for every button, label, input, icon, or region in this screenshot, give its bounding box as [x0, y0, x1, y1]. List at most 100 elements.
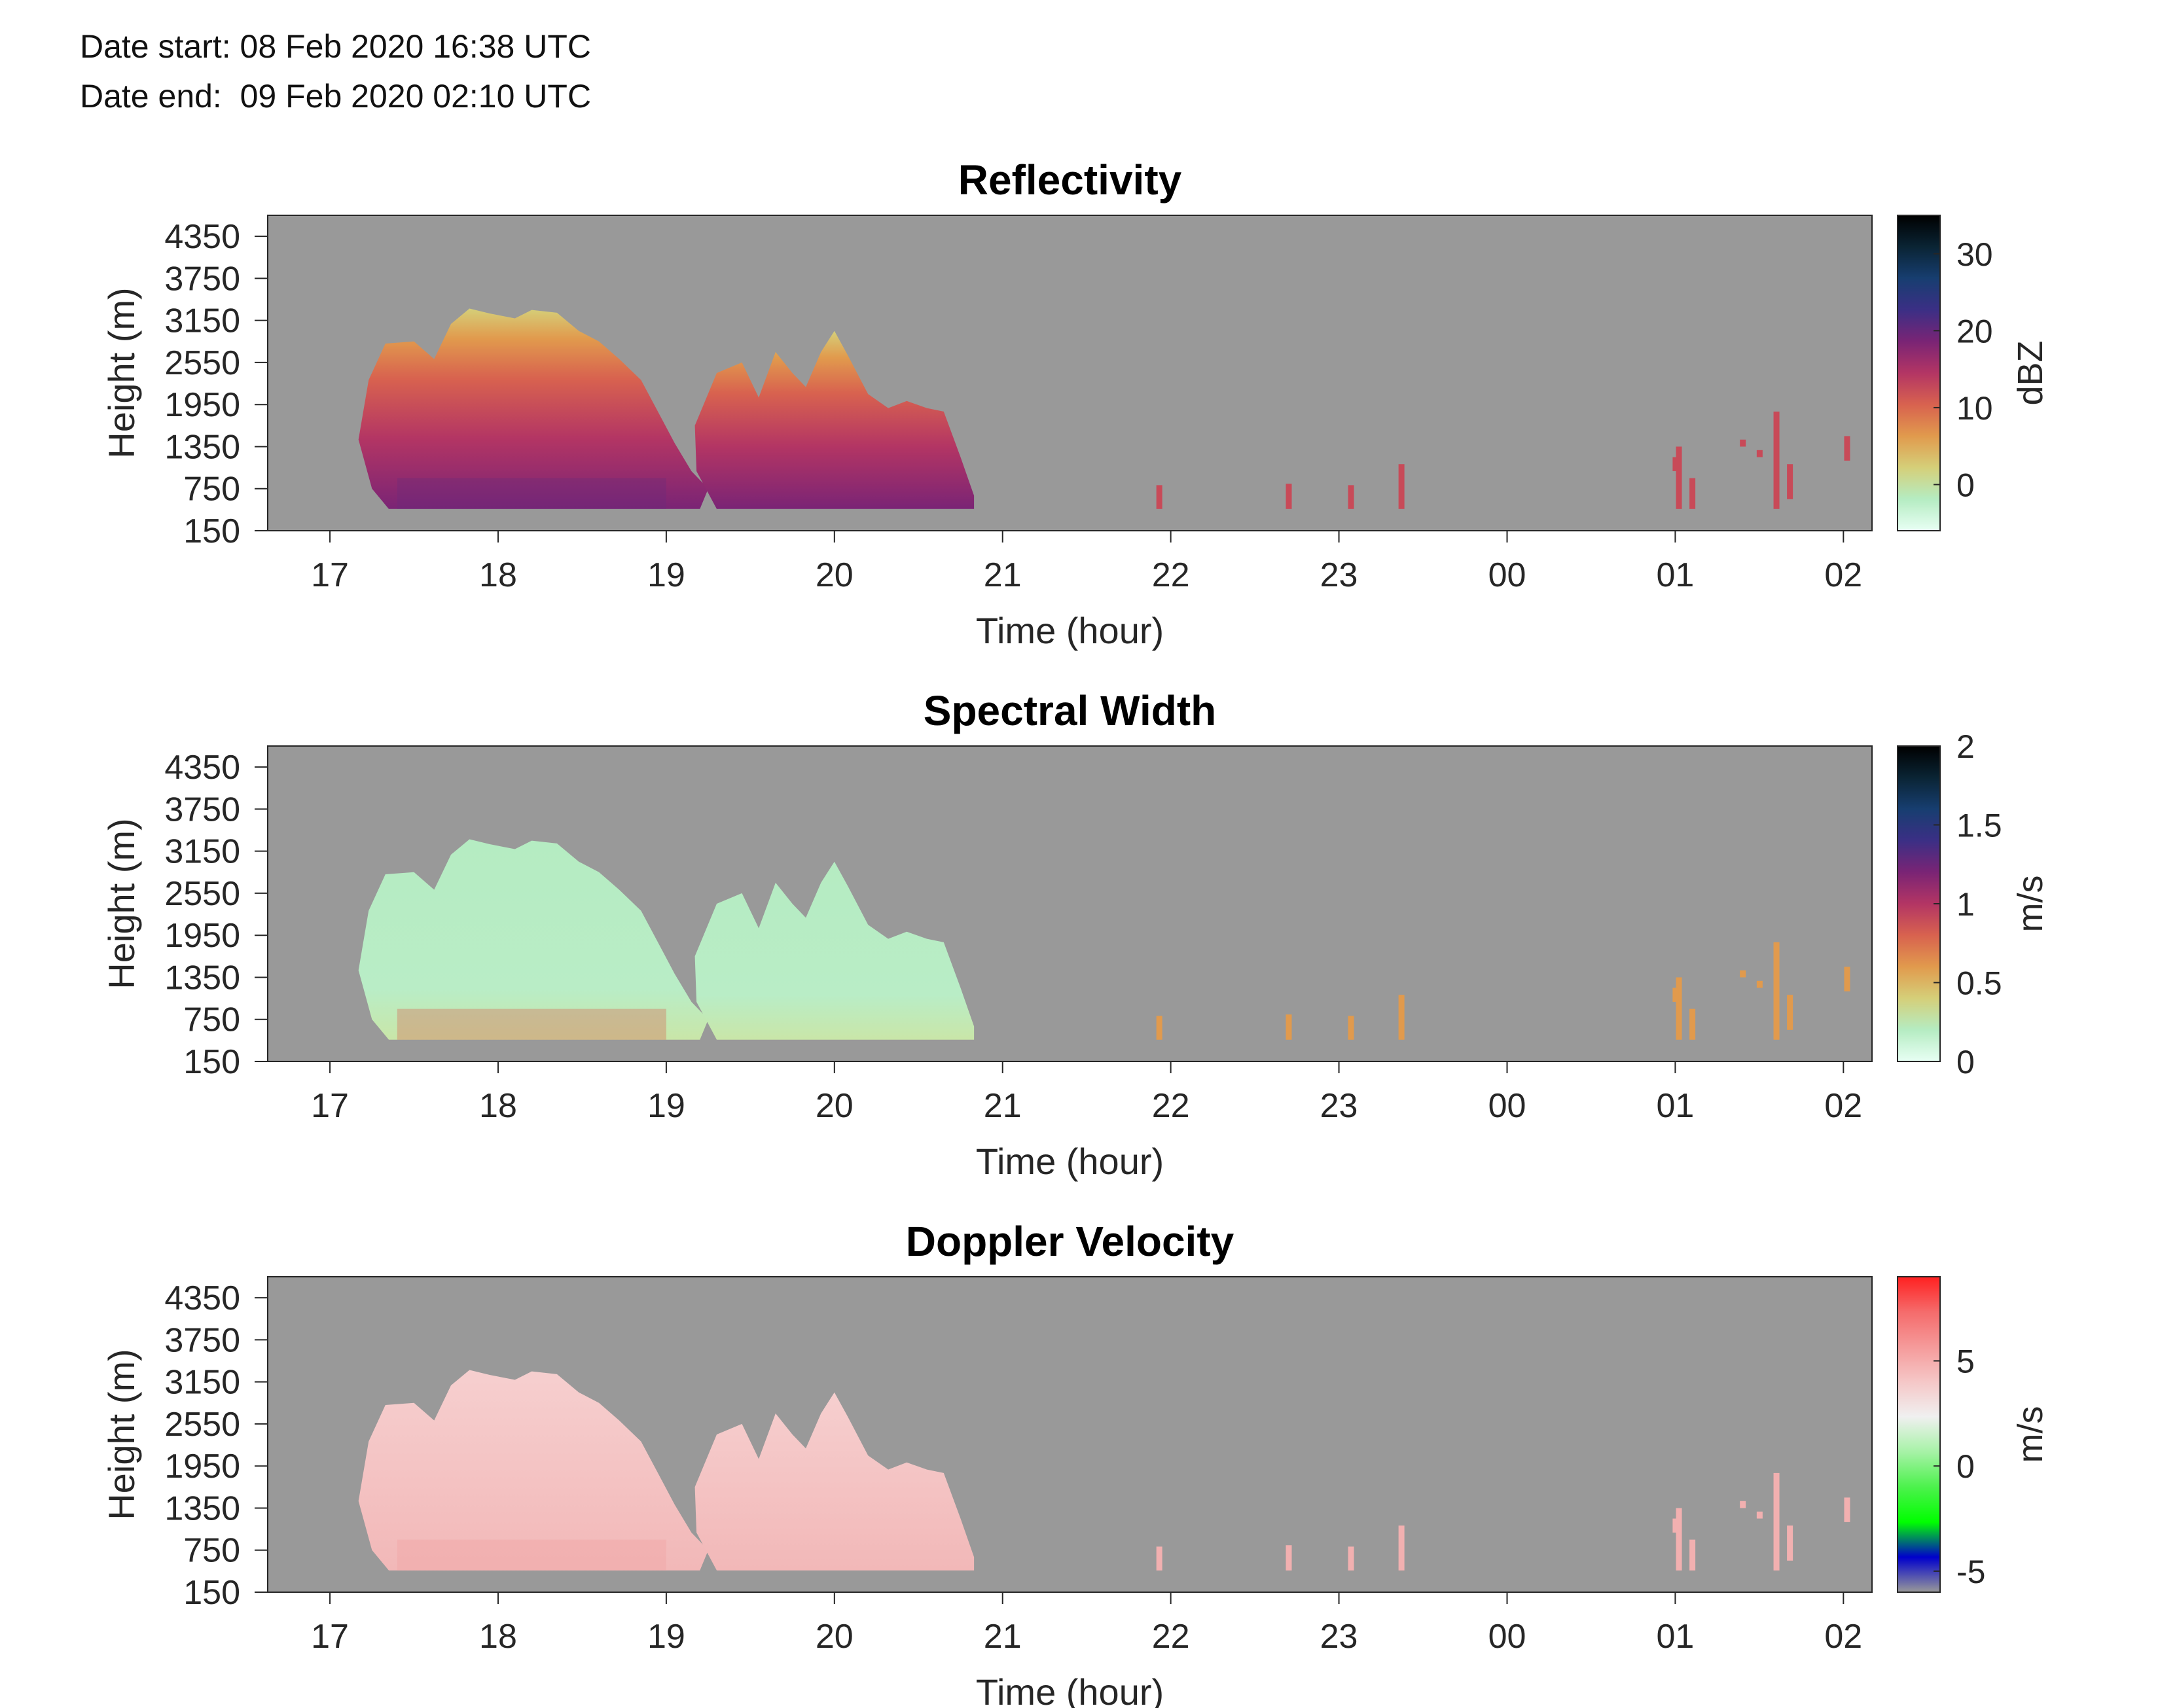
- reflectivity-y-axis-label: Height (m): [101, 287, 142, 458]
- y-tick-label: 4350: [164, 1279, 240, 1317]
- doppler-velocity-echo-region-2: [694, 1392, 975, 1571]
- spectral-width-echo-region-1: [358, 839, 709, 1040]
- colorbar-tick-label: 20: [1956, 313, 1993, 349]
- doppler-velocity-echo-cell: [1689, 1539, 1696, 1571]
- x-tick-label: 00: [1488, 556, 1526, 594]
- colorbar-tick-label: 0: [1956, 1448, 1975, 1485]
- y-tick-label: 750: [183, 471, 240, 508]
- y-tick-label: 150: [183, 1574, 240, 1612]
- doppler-velocity-colorbar: [1897, 1276, 1941, 1593]
- doppler-velocity-echo-cell: [1773, 1472, 1780, 1571]
- date-start-label: Date start: 08 Feb 2020 16:38 UTC: [80, 28, 591, 65]
- spectral-width-colorbar-label: m/s: [2011, 876, 2050, 933]
- spectral-width-title: Spectral Width: [924, 687, 1216, 734]
- x-tick-label: 20: [816, 1087, 854, 1125]
- doppler-velocity-title: Doppler Velocity: [906, 1218, 1234, 1265]
- x-tick-label: 01: [1656, 1087, 1694, 1125]
- y-tick-label: 3150: [164, 302, 240, 340]
- spectral-width-echo-cell: [1156, 1016, 1162, 1040]
- spectral-width-x-axis-label: Time (hour): [976, 1141, 1164, 1182]
- y-tick-label: 3750: [164, 260, 240, 298]
- reflectivity-colorbar: [1897, 215, 1941, 531]
- spectral-width-echo-cell: [1398, 995, 1405, 1040]
- colorbar-tick-label: 0: [1956, 467, 1975, 503]
- reflectivity-echo-cell: [1672, 457, 1679, 471]
- colorbar-tick-label: 10: [1956, 390, 1993, 427]
- reflectivity-echo-cell: [1740, 439, 1746, 447]
- spectral-width-echo-cell: [1844, 967, 1850, 991]
- y-tick-label: 2550: [164, 344, 240, 382]
- spectral-width-echo-cell: [1787, 995, 1793, 1030]
- y-tick-label: 1950: [164, 1448, 240, 1486]
- x-tick-label: 18: [479, 1087, 517, 1125]
- reflectivity-title: Reflectivity: [958, 156, 1182, 204]
- reflectivity-echo-cell: [1844, 436, 1850, 461]
- spectral-width-echo-cell: [1676, 977, 1682, 1040]
- doppler-velocity-echo-cell: [1676, 1508, 1682, 1571]
- y-tick-label: 3750: [164, 1321, 240, 1359]
- doppler-velocity-echo-cell: [1756, 1511, 1763, 1519]
- y-tick-label: 4350: [164, 218, 240, 256]
- doppler-velocity-panel: Doppler Velocity 17 18 19 20 21 22 23 00 01 02 Time…: [101, 1218, 2050, 1708]
- reflectivity-colorbar-label: dBZ: [2011, 340, 2050, 405]
- colorbar-tick-label: -5: [1956, 1554, 1985, 1590]
- x-tick-label: 20: [816, 556, 854, 594]
- x-tick-label: 23: [1320, 1087, 1358, 1125]
- y-tick-label: 3150: [164, 833, 240, 871]
- y-tick-label: 150: [183, 512, 240, 550]
- x-tick-label: 02: [1824, 556, 1862, 594]
- x-tick-label: 21: [984, 1618, 1022, 1656]
- x-tick-label: 02: [1824, 1087, 1862, 1125]
- spectral-width-echo-cell: [1286, 1014, 1292, 1040]
- x-tick-label: 17: [311, 1087, 349, 1125]
- y-tick-label: 1950: [164, 386, 240, 424]
- doppler-velocity-low-band: [397, 1539, 666, 1571]
- x-tick-label: 22: [1152, 1087, 1190, 1125]
- colorbar-tick-label: 2: [1956, 728, 1975, 765]
- colorbar-tick-label: 0: [1956, 1044, 1975, 1080]
- y-tick-label: 2550: [164, 875, 240, 913]
- reflectivity-echo-cell: [1773, 411, 1780, 509]
- spectral-width-y-axis-label: Height (m): [101, 818, 142, 989]
- y-tick-label: 750: [183, 1532, 240, 1570]
- reflectivity-echo-cell: [1286, 484, 1292, 509]
- reflectivity-echo-cell: [1689, 478, 1696, 509]
- reflectivity-echo-region-2: [694, 330, 975, 509]
- y-tick-label: 2550: [164, 1406, 240, 1444]
- date-end-label: Date end: 09 Feb 2020 02:10 UTC: [80, 78, 592, 115]
- doppler-velocity-echo-cell: [1348, 1546, 1354, 1571]
- doppler-velocity-echo-cell: [1844, 1497, 1850, 1522]
- colorbar-tick-label: 0.5: [1956, 965, 2002, 1002]
- x-tick-label: 23: [1320, 556, 1358, 594]
- colorbar-tick-label: 1: [1956, 886, 1975, 923]
- doppler-velocity-x-axis-label: Time (hour): [976, 1671, 1164, 1708]
- x-tick-label: 00: [1488, 1087, 1526, 1125]
- y-tick-label: 4350: [164, 749, 240, 787]
- x-tick-label: 19: [647, 1618, 685, 1656]
- x-tick-label: 17: [311, 1618, 349, 1656]
- doppler-velocity-echo-region-1: [358, 1370, 709, 1571]
- x-tick-label: 22: [1152, 556, 1190, 594]
- spectral-width-echo-cell: [1773, 942, 1780, 1040]
- doppler-velocity-echo-cell: [1672, 1518, 1679, 1533]
- y-tick-label: 750: [183, 1001, 240, 1039]
- doppler-velocity-colorbar-label: m/s: [2011, 1406, 2050, 1463]
- reflectivity-echo-cell: [1756, 450, 1763, 457]
- y-tick-label: 150: [183, 1043, 240, 1081]
- y-tick-label: 3150: [164, 1364, 240, 1402]
- spectral-width-colorbar: [1897, 745, 1941, 1062]
- x-tick-label: 18: [479, 556, 517, 594]
- y-tick-label: 1350: [164, 959, 240, 997]
- x-tick-label: 21: [984, 1087, 1022, 1125]
- y-tick-label: 1350: [164, 1489, 240, 1527]
- spectral-width-echo-cell: [1672, 987, 1679, 1002]
- x-tick-label: 23: [1320, 1618, 1358, 1656]
- reflectivity-echo-cell: [1348, 485, 1354, 509]
- spectral-width-low-band: [397, 1008, 666, 1040]
- x-tick-label: 00: [1488, 1618, 1526, 1656]
- colorbar-tick-label: 30: [1956, 236, 1993, 273]
- x-tick-label: 01: [1656, 556, 1694, 594]
- reflectivity-echo-cell: [1787, 464, 1793, 499]
- colorbar-tick-label: 1.5: [1956, 808, 2002, 844]
